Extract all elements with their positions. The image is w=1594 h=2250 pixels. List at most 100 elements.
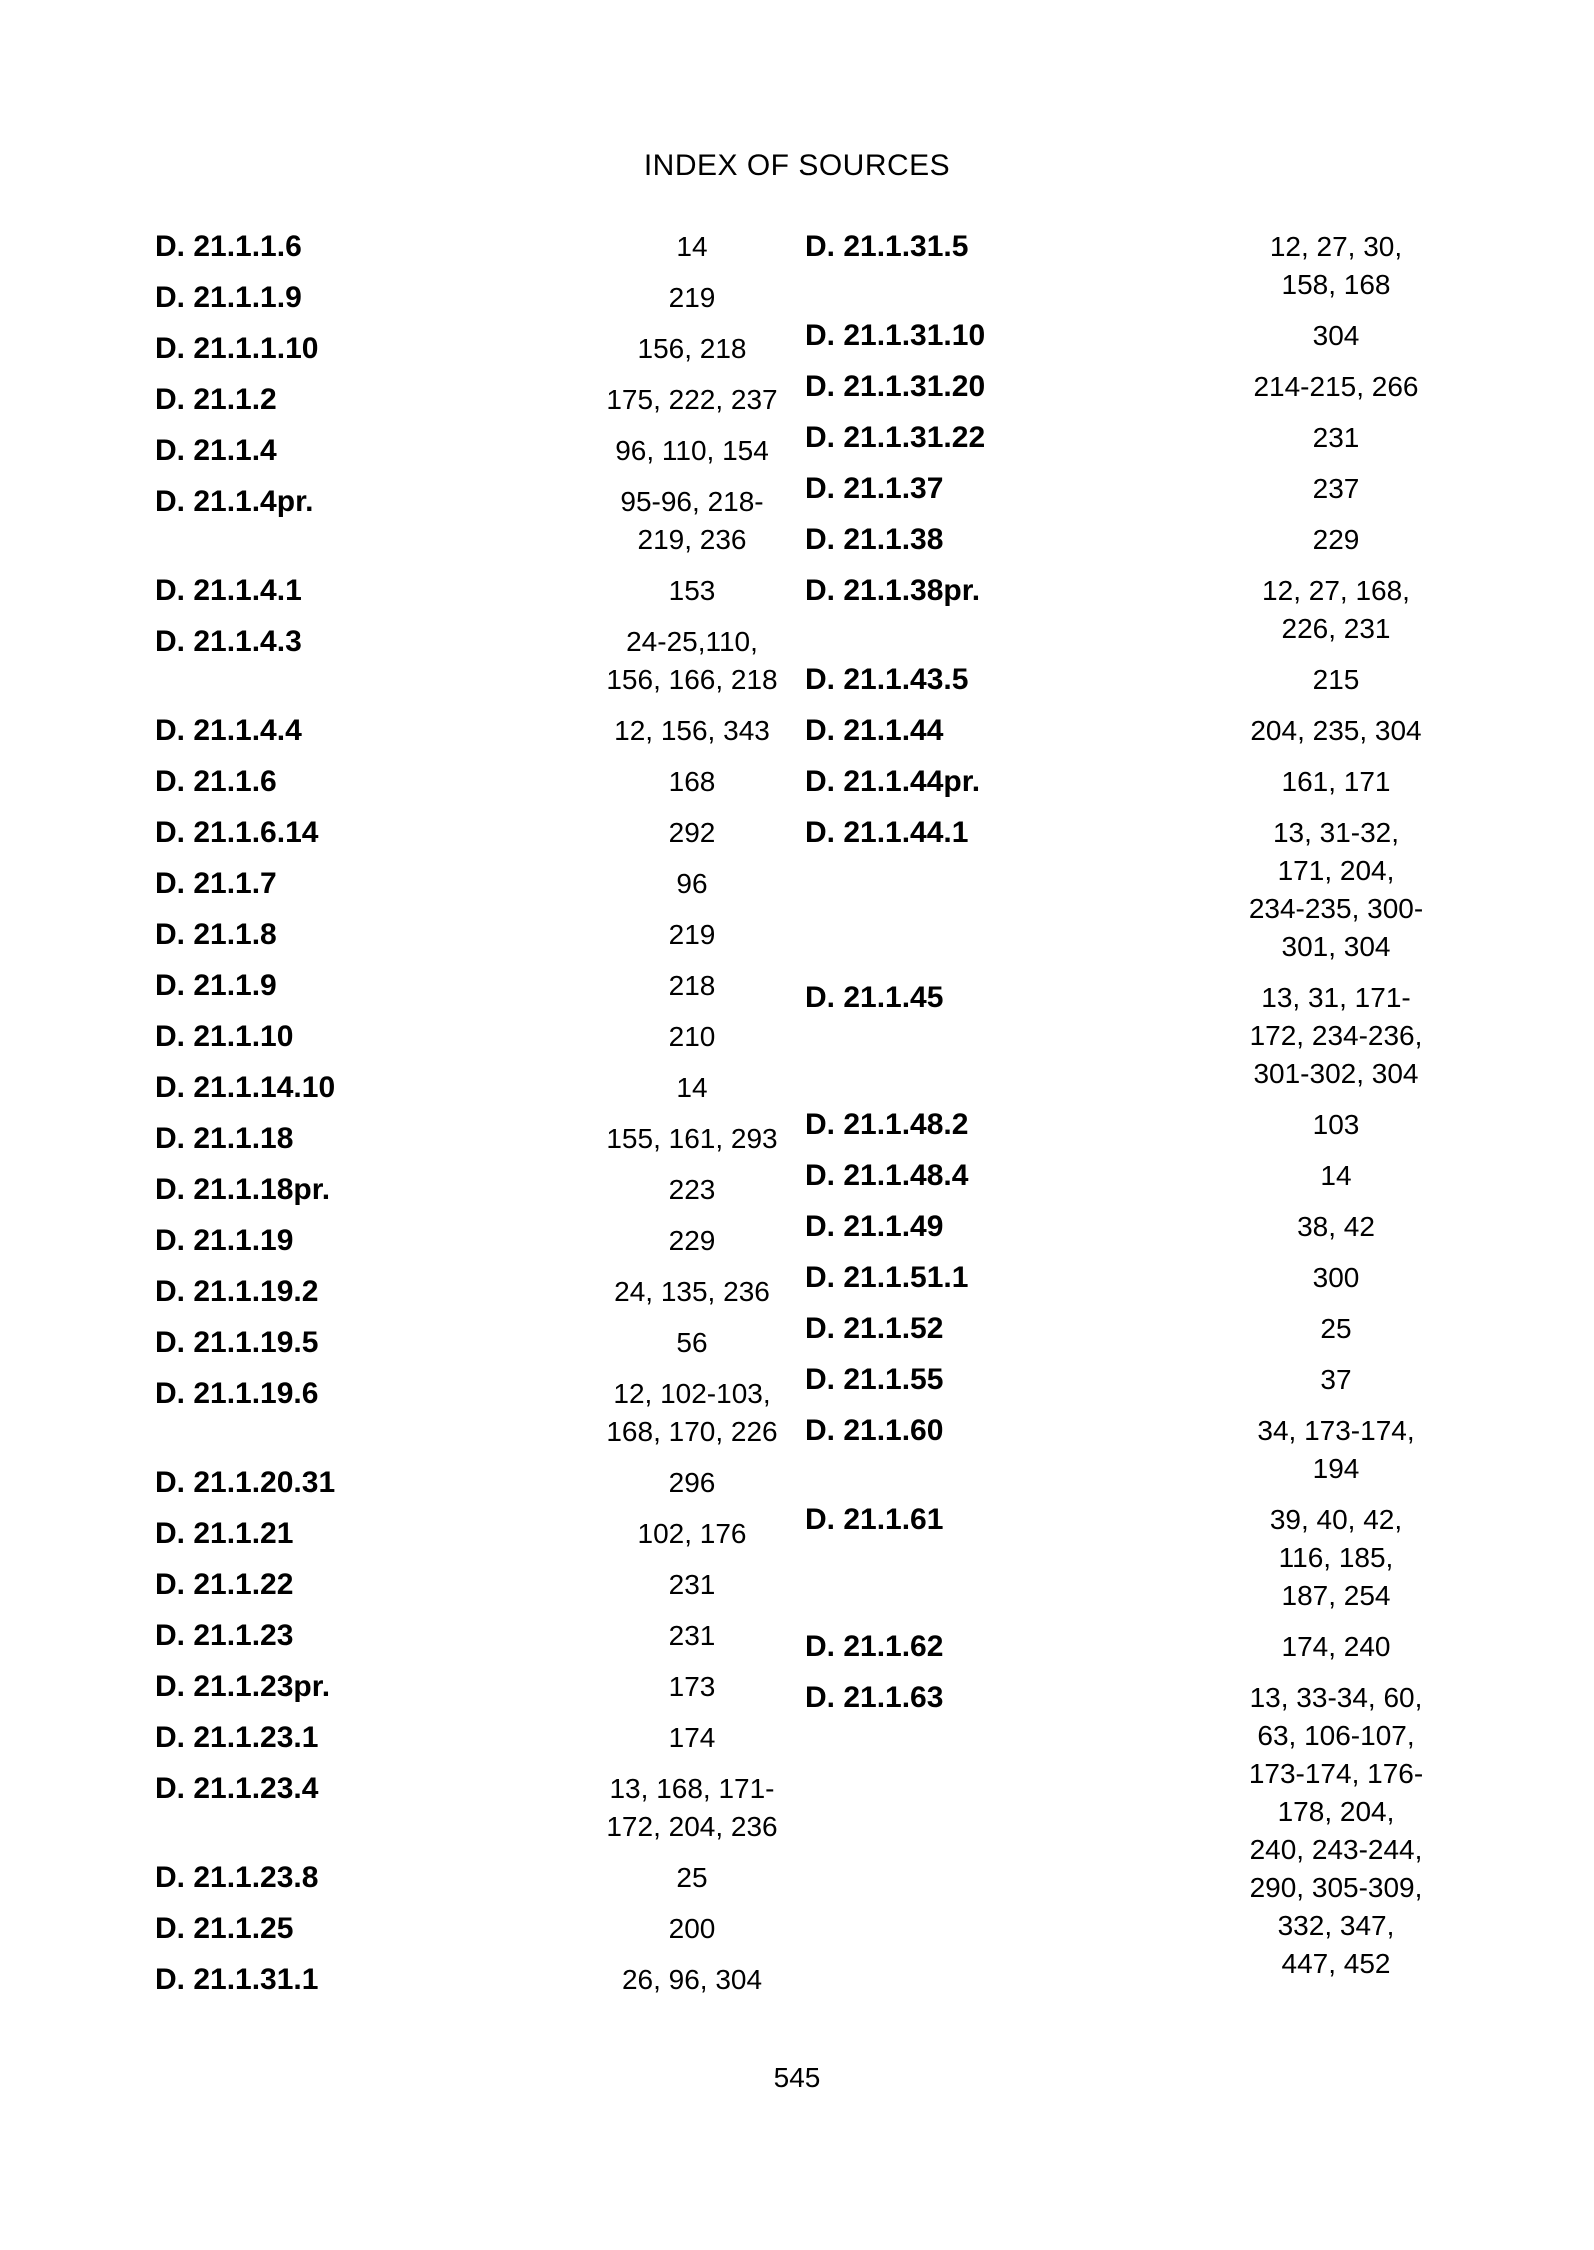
index-entry: D. 21.1.48.2 103 <box>805 1106 1545 1144</box>
entry-pages-line: 14 <box>676 231 708 262</box>
entry-page-refs: 13, 33-34, 60, 63, 106-107, 173-174, 176- 1… <box>1156 1679 1516 1983</box>
index-entry: D. 21.1.25 200 <box>155 1910 895 1948</box>
entry-citation: D. 21.1.38 <box>805 523 944 556</box>
entry-page-refs: 229 <box>1156 521 1516 559</box>
entry-page-refs: 229 <box>512 1222 872 1260</box>
entry-page-refs: 103 <box>1156 1106 1516 1144</box>
entry-pages-line: 226, 231 <box>1281 613 1391 644</box>
entry-pages-line: 155, 161, 293 <box>606 1123 778 1154</box>
entry-pages-line: 219 <box>668 282 716 313</box>
entry-pages-line: 156, 218 <box>637 333 747 364</box>
entry-pages-line: 102, 176 <box>637 1518 747 1549</box>
index-entry: D. 21.1.4pr. 95-96, 218- 219, 236 <box>155 483 895 559</box>
entry-page-refs: 37 <box>1156 1361 1516 1399</box>
index-entry: D. 21.1.52 25 <box>805 1310 1545 1348</box>
entry-pages-line: 447, 452 <box>1281 1948 1391 1979</box>
entry-pages-line: 13, 33-34, 60, <box>1249 1682 1423 1713</box>
index-entry: D. 21.1.1.9 219 <box>155 279 895 317</box>
index-entry: D. 21.1.45 13, 31, 171- 172, 234-236, 301-3… <box>805 979 1545 1093</box>
entry-pages-line: 156, 166, 218 <box>606 664 778 695</box>
entry-pages-line: 223 <box>668 1174 716 1205</box>
entry-page-refs: 210 <box>512 1018 872 1056</box>
entry-pages-line: 290, 305-309, <box>1249 1872 1423 1903</box>
index-entry: D. 21.1.10 210 <box>155 1018 895 1056</box>
index-entry: D. 21.1.43.5 215 <box>805 661 1545 699</box>
entry-pages-line: 153 <box>668 575 716 606</box>
entry-pages-line: 219 <box>668 919 716 950</box>
entry-citation: D. 21.1.51.1 <box>805 1261 969 1294</box>
entry-page-refs: 175, 222, 237 <box>512 381 872 419</box>
index-entry: D. 21.1.19.5 56 <box>155 1324 895 1362</box>
entry-pages-line: 168, 170, 226 <box>606 1416 778 1447</box>
entry-page-refs: 292 <box>512 814 872 852</box>
entry-page-refs: 173 <box>512 1668 872 1706</box>
entry-pages-line: 13, 168, 171- <box>609 1773 775 1804</box>
entry-pages-line: 12, 156, 343 <box>614 715 770 746</box>
entry-pages-line: 204, 235, 304 <box>1250 715 1422 746</box>
index-entry: D. 21.1.20.31 296 <box>155 1464 895 1502</box>
entry-citation: D. 21.1.4.4 <box>155 714 302 747</box>
entry-page-refs: 200 <box>512 1910 872 1948</box>
entry-page-refs: 39, 40, 42, 116, 185, 187, 254 <box>1156 1501 1516 1615</box>
entry-page-refs: 14 <box>512 228 872 266</box>
entry-pages-line: 173 <box>668 1671 716 1702</box>
index-entry: D. 21.1.8 219 <box>155 916 895 954</box>
entry-citation: D. 21.1.44pr. <box>805 765 981 798</box>
entry-citation: D. 21.1.55 <box>805 1363 944 1396</box>
index-entry: D. 21.1.19.6 12, 102-103, 168, 170, 226 <box>155 1375 895 1451</box>
entry-citation: D. 21.1.4.3 <box>155 625 302 658</box>
entry-page-refs: 215 <box>1156 661 1516 699</box>
index-column-left: D. 21.1.1.6 14 D. 21.1.1.9 219 D. 21.1.1.10 1… <box>155 228 895 2012</box>
entry-page-refs: 223 <box>512 1171 872 1209</box>
entry-citation: D. 21.1.23 <box>155 1619 294 1652</box>
index-entry: D. 21.1.23.4 13, 168, 171- 172, 204, 236 <box>155 1770 895 1846</box>
entry-page-refs: 204, 235, 304 <box>1156 712 1516 750</box>
entry-pages-line: 231 <box>668 1620 716 1651</box>
entry-pages-line: 237 <box>1312 473 1360 504</box>
entry-citation: D. 21.1.20.31 <box>155 1466 336 1499</box>
entry-citation: D. 21.1.49 <box>805 1210 944 1243</box>
entry-pages-line: 332, 347, <box>1277 1910 1395 1941</box>
entry-citation: D. 21.1.61 <box>805 1503 944 1536</box>
entry-page-refs: 25 <box>512 1859 872 1897</box>
index-entry: D. 21.1.31.10 304 <box>805 317 1545 355</box>
entry-page-refs: 102, 176 <box>512 1515 872 1553</box>
entry-citation: D. 21.1.18 <box>155 1122 294 1155</box>
entry-pages-line: 200 <box>668 1913 716 1944</box>
entry-citation: D. 21.1.1.6 <box>155 230 302 263</box>
index-entry: D. 21.1.2 175, 222, 237 <box>155 381 895 419</box>
entry-page-refs: 14 <box>512 1069 872 1107</box>
entry-pages-line: 171, 204, <box>1277 855 1395 886</box>
entry-citation: D. 21.1.6 <box>155 765 277 798</box>
entry-page-refs: 96, 110, 154 <box>512 432 872 470</box>
index-column-right: D. 21.1.31.5 12, 27, 30, 158, 168 D. 21.1.3… <box>805 228 1545 1996</box>
entry-page-refs: 12, 27, 168, 226, 231 <box>1156 572 1516 648</box>
entry-pages-line: 296 <box>668 1467 716 1498</box>
entry-pages-line: 13, 31, 171- <box>1261 982 1411 1013</box>
entry-pages-line: 229 <box>1312 524 1360 555</box>
entry-pages-line: 38, 42 <box>1297 1211 1375 1242</box>
index-entry: D. 21.1.6 168 <box>155 763 895 801</box>
entry-pages-line: 172, 234-236, <box>1249 1020 1423 1051</box>
index-entry: D. 21.1.38pr. 12, 27, 168, 226, 231 <box>805 572 1545 648</box>
entry-page-refs: 156, 218 <box>512 330 872 368</box>
entry-page-refs: 174, 240 <box>1156 1628 1516 1666</box>
index-entry: D. 21.1.1.10 156, 218 <box>155 330 895 368</box>
entry-pages-line: 240, 243-244, <box>1249 1834 1423 1865</box>
entry-citation: D. 21.1.23.1 <box>155 1721 319 1754</box>
index-entry: D. 21.1.55 37 <box>805 1361 1545 1399</box>
entry-citation: D. 21.1.23.8 <box>155 1861 319 1894</box>
entry-citation: D. 21.1.37 <box>805 472 944 505</box>
index-entry: D. 21.1.31.20 214-215, 266 <box>805 368 1545 406</box>
entry-citation: D. 21.1.31.5 <box>805 230 969 263</box>
entry-citation: D. 21.1.38pr. <box>805 574 981 607</box>
entry-citation: D. 21.1.8 <box>155 918 277 951</box>
index-entry: D. 21.1.18pr. 223 <box>155 1171 895 1209</box>
entry-page-refs: 237 <box>1156 470 1516 508</box>
index-entry: D. 21.1.51.1 300 <box>805 1259 1545 1297</box>
entry-pages-line: 96, 110, 154 <box>615 435 769 466</box>
index-entry: D. 21.1.9 218 <box>155 967 895 1005</box>
entry-page-refs: 155, 161, 293 <box>512 1120 872 1158</box>
index-entry: D. 21.1.44.1 13, 31-32, 171, 204, 234-235, … <box>805 814 1545 966</box>
